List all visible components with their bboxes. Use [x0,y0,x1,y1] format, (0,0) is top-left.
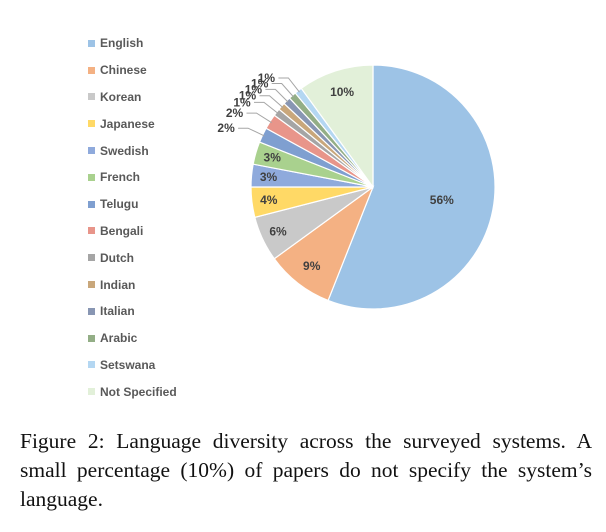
legend-swatch [88,66,95,74]
legend-swatch [88,227,95,235]
legend-swatch [88,200,95,208]
data-label-chinese: 9% [303,259,321,273]
legend-item-telugu: Telugu [88,191,177,218]
figure-caption: Figure 2: Language diversity across the … [20,429,592,511]
leader-line-arabic [271,83,294,98]
data-label-dutch: 1% [233,95,251,109]
leader-line-bengali [246,112,272,124]
leader-line-italian [265,88,289,103]
data-label-italian: 1% [245,82,263,96]
chart-legend: English Chinese Korean Japanese Swedish Frenc… [88,30,177,405]
legend-swatch [88,361,95,369]
leader-line-setswana [278,77,300,93]
data-label-arabic: 1% [251,77,269,91]
legend-swatch [88,388,95,396]
legend-swatch [88,173,95,181]
legend-item-swedish: Swedish [88,137,177,164]
legend-swatch [88,254,95,262]
legend-label: French [100,170,141,185]
data-label-english: 56% [430,193,454,207]
legend-item-dutch: Dutch [88,244,177,271]
leader-line-indian [259,95,284,108]
legend-swatch [88,93,95,101]
data-label-french: 3% [264,151,282,165]
pie-slice-english [327,64,496,310]
legend-item-japanese: Japanese [88,110,177,137]
legend-label: Indian [100,277,136,292]
data-label-not-specified: 10% [330,85,354,99]
legend-label: Japanese [100,116,155,131]
data-label-swedish: 3% [260,170,278,184]
chart-area: English Chinese Korean Japanese Swedish Frenc… [88,30,496,405]
data-label-bengali: 2% [226,106,244,120]
leader-line-dutch [254,101,279,114]
legend-label: Not Specified [100,384,177,399]
legend-label: English [100,36,144,51]
pie-slice-not-specified [300,64,374,189]
legend-label: Telugu [100,197,139,212]
legend-item-arabic: Arabic [88,325,177,352]
legend-item-korean: Korean [88,84,177,111]
legend-label: Chinese [100,63,147,78]
legend-label: Arabic [100,331,138,346]
pie-chart: 56%9%6%4%3%3%2%2%1%1%1%1%1%10% [217,64,496,310]
legend-label: Italian [100,304,135,319]
legend-item-bengali: Bengali [88,218,177,245]
legend-item-french: French [88,164,177,191]
data-label-setswana: 1% [258,71,276,85]
legend-swatch [88,39,95,47]
legend-swatch [88,334,95,342]
data-label-korean: 6% [269,225,287,239]
legend-item-indian: Indian [88,271,177,298]
legend-label: Dutch [100,250,134,265]
legend-swatch [88,120,95,128]
data-label-telugu: 2% [217,121,235,135]
legend-label: Swedish [100,143,149,158]
legend-item-italian: Italian [88,298,177,325]
legend-item-english: English [88,30,177,57]
legend-label: Bengali [100,223,144,238]
legend-label: Setswana [100,357,156,372]
legend-swatch [88,147,95,155]
legend-swatch [88,281,95,289]
legend-swatch [88,307,95,315]
data-label-japanese: 4% [260,193,278,207]
legend-item-not-specified: Not Specified [88,378,177,405]
legend-item-setswana: Setswana [88,352,177,379]
legend-label: Korean [100,89,142,104]
leader-line-telugu [238,127,265,137]
legend-item-chinese: Chinese [88,57,177,84]
data-label-indian: 1% [239,89,257,103]
